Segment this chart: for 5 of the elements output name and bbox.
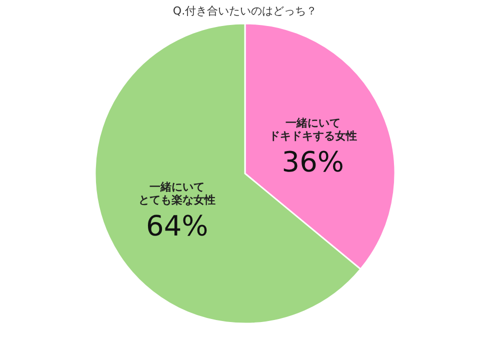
slice-label: 一緒にいてドキドキする女性 bbox=[268, 116, 357, 143]
slice-label: 一緒にいてとても楽な女性 bbox=[138, 180, 216, 206]
data-label: 64% bbox=[146, 209, 208, 242]
chart-title: Q.付き合いたいのはどっち？ bbox=[172, 4, 318, 18]
data-label: 36% bbox=[282, 146, 344, 179]
